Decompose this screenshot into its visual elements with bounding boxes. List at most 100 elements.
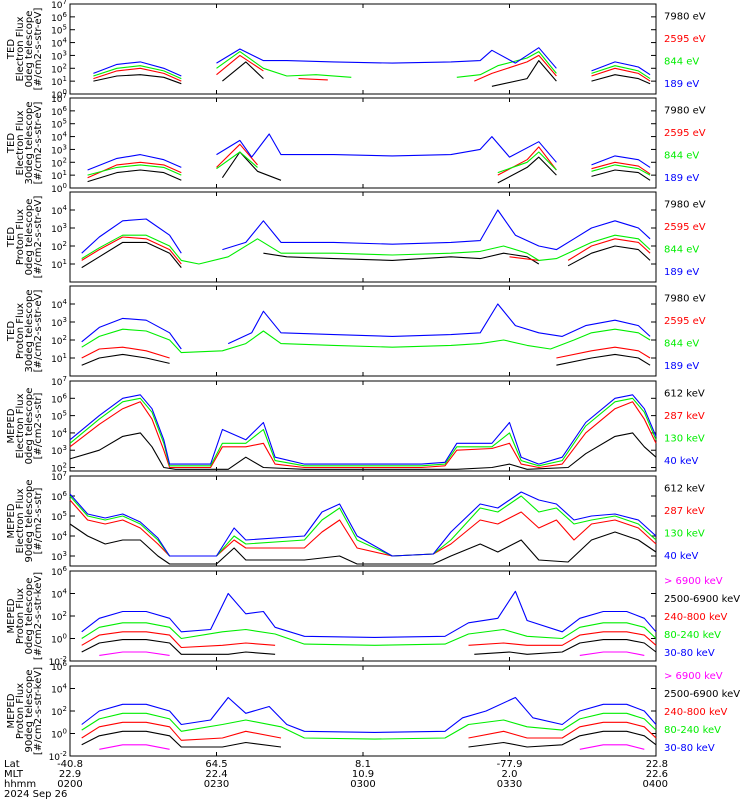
y-axis-label-line: MEPED: [6, 598, 17, 633]
y-tick-label: 107: [51, 470, 67, 483]
y-tick-label: 100: [51, 182, 67, 195]
y-axis-label-line: Electron Flux: [15, 488, 26, 553]
legend-entry: 844 eV: [664, 244, 699, 255]
legend-entry: 7980 eV: [664, 105, 706, 116]
plot-frame: [69, 191, 657, 283]
y-tick-label: 105: [51, 510, 67, 523]
legend-entry: 7980 eV: [664, 11, 706, 22]
series-line-3: [81, 622, 657, 646]
legend-entry: 240-800 keV: [664, 707, 728, 718]
y-tick-label: 103: [51, 143, 67, 156]
y-axis-label-line: [#/cm2-s-str-keV]: [33, 572, 44, 660]
series-line-0: [69, 432, 657, 470]
x-axis-row-label: Lat: [4, 759, 20, 770]
plot-frame: [69, 665, 657, 757]
x-tick-label-mlt: 2.0: [502, 769, 518, 780]
series-line-1: [81, 346, 651, 359]
y-tick-label: 104: [51, 530, 67, 543]
y-axis-label-line: TED: [6, 39, 17, 60]
y-tick-label: 104: [51, 37, 67, 50]
y-tick-label: 103: [51, 49, 67, 62]
legend-entry: 130 keV: [664, 528, 705, 539]
series-line-1: [81, 236, 651, 265]
series-line-2: [81, 328, 651, 354]
series-line-1: [87, 143, 651, 179]
x-tick-label-hhmm: 0300: [350, 779, 375, 790]
series-line-0: [81, 353, 651, 366]
y-tick-label: 100: [51, 728, 67, 741]
y-tick-label: 103: [51, 550, 67, 563]
series-line-2: [81, 234, 651, 265]
y-axis-label-line: MEPED: [6, 693, 17, 728]
y-axis-label-line: Proton Flux: [15, 588, 26, 644]
y-axis-label-line: Electron Flux: [15, 110, 26, 175]
y-tick-label: 105: [51, 24, 67, 37]
y-axis-label-line: TED: [6, 133, 17, 154]
legend-entry: 844 eV: [664, 56, 699, 67]
y-axis-label-line: [#/cm2-s-str]: [33, 392, 44, 459]
legend-entry: 80-240 keV: [664, 630, 721, 641]
y-axis-label-line: MEPED: [6, 408, 17, 443]
x-axis-row-label: hhmm: [4, 779, 36, 790]
series-line-2: [93, 51, 651, 80]
y-axis-label-line: Electron Flux: [15, 16, 26, 81]
y-tick-label: 104: [51, 204, 67, 217]
x-tick-label-hhmm: 0230: [204, 779, 229, 790]
series-line-3: [69, 491, 657, 557]
x-tick-label-mlt: 22.9: [59, 769, 81, 780]
y-tick-label: 103: [51, 316, 67, 329]
series-line-2: [69, 397, 657, 467]
series-line-2: [81, 721, 657, 741]
y-axis-label-line: 30deg telescope: [24, 289, 35, 372]
y-axis-label-line: 90deg telescope: [24, 669, 35, 752]
y-tick-label: 107: [51, 92, 67, 105]
x-tick-label-mlt: 22.6: [646, 769, 668, 780]
y-tick-label: 107: [51, 375, 67, 388]
y-tick-label: 106: [51, 392, 67, 405]
y-tick-label: 105: [51, 410, 67, 423]
x-tick-label-lat: 22.8: [646, 759, 668, 770]
legend-entry: 80-240 keV: [664, 725, 721, 736]
x-tick-label-lat: -77.9: [497, 759, 523, 770]
legend-entry: 612 keV: [664, 388, 705, 399]
legend-entry: 844 eV: [664, 150, 699, 161]
y-axis-label-line: 0deg telescope: [24, 199, 35, 276]
y-axis-label-line: 90deg telescope: [24, 479, 35, 562]
y-tick-label: 105: [51, 118, 67, 131]
legend-entry: 40 keV: [664, 551, 698, 562]
legend-entry: 240-800 keV: [664, 612, 728, 623]
legend-entry: 189 eV: [664, 267, 699, 278]
plot-frame: [69, 475, 657, 567]
legend-entry: 40 keV: [664, 456, 698, 467]
series-line-4: [81, 590, 657, 638]
plot-frame: [69, 3, 657, 95]
x-tick-label-mlt: 22.4: [205, 769, 227, 780]
y-tick-label: 104: [51, 298, 67, 311]
series-line-0: [81, 241, 651, 269]
y-tick-label: 102: [51, 156, 67, 169]
y-tick-label: 102: [51, 240, 67, 253]
legend-entry: 287 keV: [664, 506, 705, 517]
y-tick-label: 102: [51, 705, 67, 718]
legend-entry: 2595 eV: [664, 316, 706, 327]
y-axis-label-line: [#/cm2-s-str-eV]: [33, 196, 44, 279]
series-line-0: [93, 60, 651, 87]
series-line-2: [81, 631, 657, 649]
legend-entry: 30-80 keV: [664, 743, 715, 754]
y-tick-label: 100: [51, 633, 67, 646]
series-line-0: [69, 523, 657, 565]
plot-frame: [69, 570, 657, 662]
series-line-0: [87, 151, 651, 184]
series-line-3: [93, 47, 651, 77]
y-axis-label-line: Proton Flux: [15, 683, 26, 739]
legend-entry: > 6900 keV: [664, 576, 723, 587]
series-line-0: [99, 744, 645, 750]
y-axis-label-line: TED: [6, 321, 17, 342]
y-axis-label-line: 30deg telescope: [24, 101, 35, 184]
y-tick-label: 103: [51, 444, 67, 457]
